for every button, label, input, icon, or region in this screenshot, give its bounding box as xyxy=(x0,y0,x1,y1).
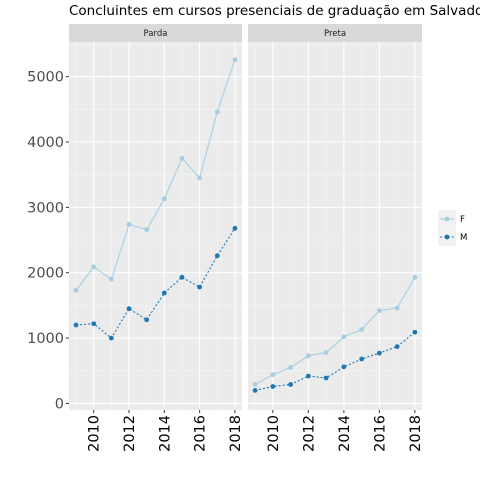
data-point-F xyxy=(252,382,258,387)
x-tick-label: 2016 xyxy=(372,415,388,452)
y-tick-label: 2000 xyxy=(27,266,64,282)
x-tick-label: 2018 xyxy=(408,415,424,452)
series-line-M xyxy=(76,228,236,339)
data-point-F xyxy=(341,334,347,340)
data-point-F xyxy=(394,305,400,311)
data-point-M xyxy=(108,335,114,341)
series-F xyxy=(252,274,418,387)
data-point-M xyxy=(73,322,79,328)
data-point-M xyxy=(126,306,132,312)
data-point-F xyxy=(305,353,311,359)
data-point-M xyxy=(252,387,258,393)
data-point-F xyxy=(359,327,365,333)
data-point-M xyxy=(394,344,400,349)
y-tick-label: 0 xyxy=(55,396,64,412)
data-point-M xyxy=(323,375,329,381)
y-tick-label: 1000 xyxy=(27,331,64,347)
series-line-F xyxy=(254,277,416,385)
data-point-F xyxy=(323,350,329,355)
x-tick-label: 2018 xyxy=(228,415,244,452)
data-point-F xyxy=(91,264,97,270)
facet-strip xyxy=(69,24,242,42)
data-point-M xyxy=(197,284,203,290)
x-tick-label: 2014 xyxy=(157,415,173,452)
facet-strip-label: Parda xyxy=(144,29,168,39)
data-point-M xyxy=(144,317,150,323)
data-point-M xyxy=(341,364,347,370)
chart-title: Concluintes em cursos presenciais de gra… xyxy=(69,3,480,19)
data-point-F xyxy=(161,196,167,202)
facet-strip xyxy=(248,24,422,42)
data-point-M xyxy=(161,290,167,296)
legend-key-point xyxy=(444,234,450,240)
data-point-M xyxy=(412,329,418,335)
x-tick-label: 2012 xyxy=(301,415,317,452)
data-point-F xyxy=(73,287,79,293)
legend-label: M xyxy=(460,233,467,243)
data-point-F xyxy=(288,365,294,370)
y-tick-label: 5000 xyxy=(27,70,64,86)
facet-strip-label: Preta xyxy=(324,29,346,39)
data-point-M xyxy=(376,350,382,356)
y-tick-label: 3000 xyxy=(27,200,64,216)
series-M xyxy=(73,225,238,341)
data-point-F xyxy=(197,175,203,181)
data-point-F xyxy=(232,57,238,63)
data-point-F xyxy=(214,109,220,115)
data-point-F xyxy=(126,221,132,227)
series-M xyxy=(252,329,418,393)
data-point-F xyxy=(412,274,418,280)
legend-label: F xyxy=(460,215,465,225)
data-point-F xyxy=(179,155,185,161)
legend-key-point xyxy=(444,216,450,222)
legend: FM xyxy=(438,210,467,246)
data-point-M xyxy=(288,382,294,387)
x-tick-label: 2012 xyxy=(122,415,138,452)
data-point-M xyxy=(91,321,97,327)
panel-background xyxy=(69,42,242,410)
data-point-F xyxy=(270,372,276,378)
data-point-F xyxy=(108,276,114,282)
data-point-M xyxy=(232,225,238,231)
series-F xyxy=(73,57,238,293)
data-point-M xyxy=(214,253,220,259)
x-tick-label: 2010 xyxy=(87,415,103,452)
panel-background xyxy=(248,42,422,410)
data-point-M xyxy=(305,373,311,379)
series-line-M xyxy=(254,331,416,391)
x-tick-label: 2010 xyxy=(266,415,282,452)
y-tick-label: 4000 xyxy=(27,135,64,151)
data-point-M xyxy=(270,384,276,389)
facet-panel-1: Preta 2010 2012 2014 2016 2018 xyxy=(248,24,424,452)
data-point-F xyxy=(144,227,150,232)
facet-panels: Parda 0 1000 2000 3000 4000 5000 2010 2012 2014 20… xyxy=(27,24,424,452)
data-point-M xyxy=(359,356,365,362)
x-tick-label: 2014 xyxy=(337,415,353,452)
x-tick-label: 2016 xyxy=(193,415,209,452)
data-point-F xyxy=(376,308,382,314)
facet-panel-0: Parda 0 1000 2000 3000 4000 5000 2010 2012 2014 20… xyxy=(27,24,244,452)
series-line-F xyxy=(75,59,236,291)
data-point-M xyxy=(179,274,185,280)
